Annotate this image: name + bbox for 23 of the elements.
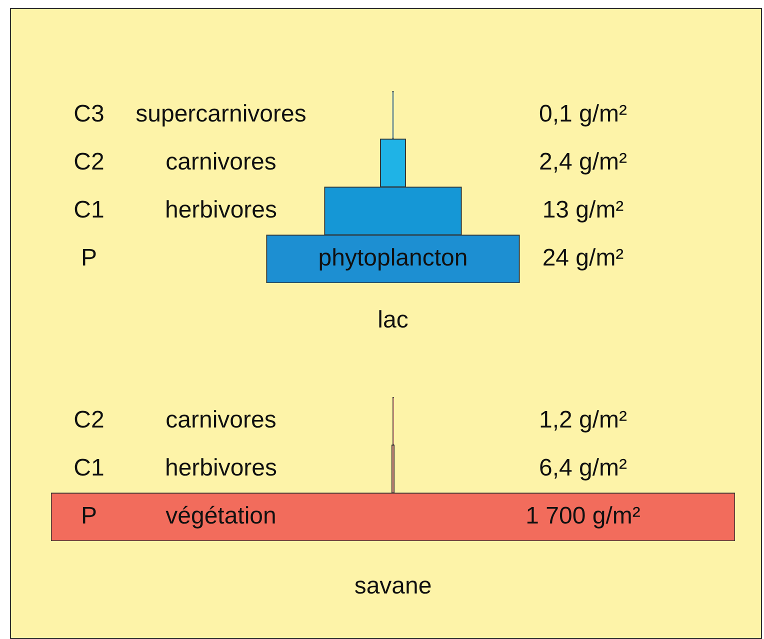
text: P (80, 244, 98, 272)
data-label: 1 700 g/m² (526, 502, 640, 530)
data-label: 6,4 g/m² (538, 454, 628, 482)
category-label: carnivores (166, 406, 276, 434)
category-label: phytoplancton (318, 244, 468, 272)
text: savane (354, 572, 432, 600)
text: C2 (74, 148, 104, 176)
category-label: végétation (166, 502, 276, 530)
data-label: 0,1 g/m² (538, 100, 628, 128)
data-label: 1,2 g/m² (538, 406, 628, 434)
text: C1 (74, 454, 104, 482)
category-label: supercarnivores (136, 100, 306, 128)
category-label: herbivores (164, 454, 278, 482)
category-label: herbivores (164, 196, 278, 224)
text: lac (378, 306, 408, 334)
data-label: 13 g/m² (542, 196, 624, 224)
text: C2 (74, 406, 104, 434)
data-label: 24 g/m² (542, 244, 624, 272)
text: C1 (74, 196, 104, 224)
text: C3 (74, 100, 104, 128)
text: P (80, 502, 98, 530)
category-label: carnivores (166, 148, 276, 176)
data-label: 2,4 g/m² (538, 148, 628, 176)
